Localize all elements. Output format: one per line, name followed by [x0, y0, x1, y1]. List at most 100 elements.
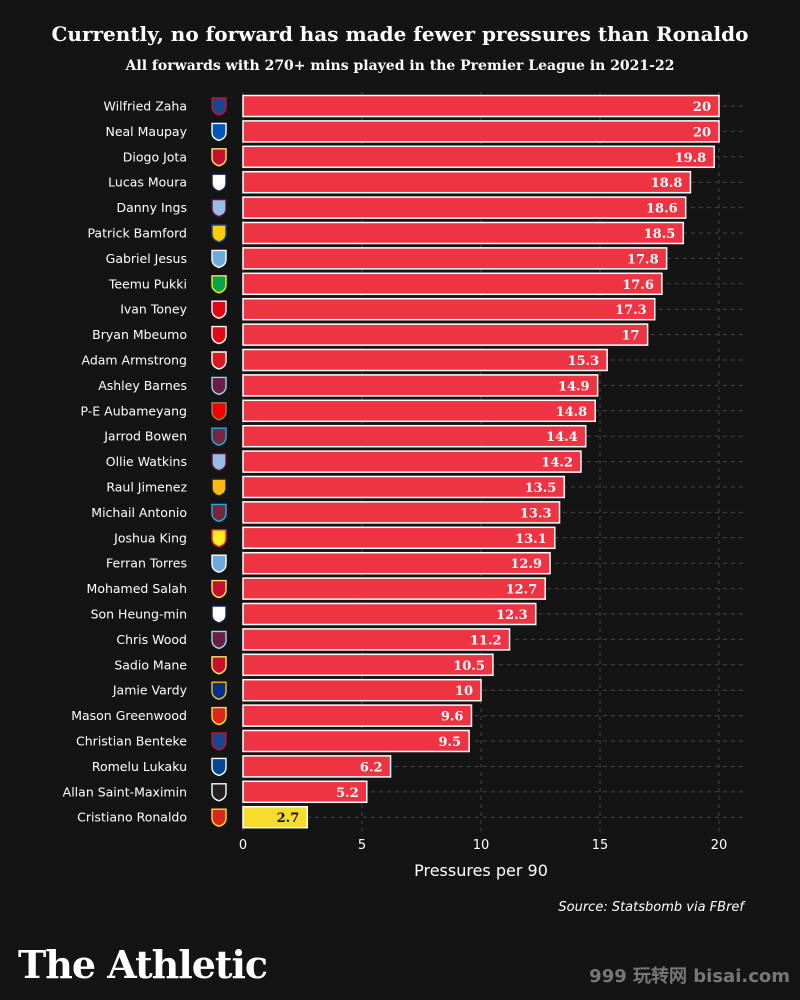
data-label: 9.6	[441, 710, 464, 725]
data-label: 20	[693, 100, 711, 115]
chelsea-crest-icon	[211, 757, 227, 777]
category-label: Lucas Moura	[108, 175, 187, 190]
bar	[242, 247, 668, 270]
bar	[242, 450, 582, 473]
category-label: Jarrod Bowen	[103, 429, 187, 444]
liverpool-crest-icon	[211, 579, 227, 599]
crystal-palace-crest-icon	[211, 732, 227, 751]
category-label: Jamie Vardy	[112, 683, 188, 698]
tottenham-crest-icon	[211, 173, 227, 192]
category-label: Wilfried Zaha	[104, 99, 187, 114]
bar	[242, 551, 551, 575]
data-label: 10.5	[453, 659, 485, 674]
data-label: 17.3	[615, 303, 647, 318]
category-label: Son Heung-min	[91, 607, 187, 622]
data-label: 18.5	[644, 227, 676, 242]
category-label: Chris Wood	[116, 632, 187, 647]
liverpool-crest-icon	[211, 148, 227, 167]
chart-subtitle: All forwards with 270+ mins played in th…	[125, 58, 675, 74]
brand-logo: The Athletic	[18, 942, 268, 987]
arsenal-crest-icon	[211, 402, 227, 421]
leeds-crest-icon	[211, 224, 227, 243]
bar	[242, 704, 473, 727]
leicester-crest-icon	[211, 681, 227, 700]
bar	[242, 755, 392, 778]
data-label: 9.5	[438, 735, 461, 750]
bar	[242, 348, 608, 372]
crystal-palace-crest-icon	[211, 97, 227, 116]
data-label: 12.3	[496, 608, 528, 623]
data-label: 2.7	[277, 811, 300, 826]
x-tick-label: 10	[473, 838, 490, 853]
source-note: Source: Statsbomb via FBref	[558, 900, 744, 915]
data-label: 13.3	[520, 506, 552, 521]
data-label: 12.7	[506, 583, 538, 598]
category-label: Mohamed Salah	[87, 581, 187, 596]
brighton-crest-icon	[211, 122, 227, 142]
norwich-crest-icon	[211, 275, 227, 294]
bar	[242, 399, 596, 423]
x-tick-label: 20	[711, 838, 728, 853]
category-label: Diogo Jota	[123, 149, 187, 164]
category-label: Teemu Pukki	[108, 276, 187, 291]
bar	[242, 475, 566, 499]
data-label: 14.9	[558, 379, 590, 394]
bar	[242, 272, 663, 296]
tottenham-crest-icon	[211, 605, 227, 624]
bar	[242, 678, 482, 702]
category-label: Ashley Barnes	[98, 378, 187, 393]
west-ham-crest-icon	[211, 427, 227, 446]
aston-villa-crest-icon	[211, 198, 227, 218]
bar	[242, 653, 494, 677]
burnley-crest-icon	[211, 376, 227, 396]
bar	[242, 526, 556, 550]
man-city-crest-icon	[211, 249, 227, 269]
burnley-crest-icon	[211, 630, 227, 650]
bar	[242, 94, 720, 118]
bar	[242, 374, 599, 397]
man-united-crest-icon	[211, 808, 227, 827]
data-label: 11.2	[470, 633, 502, 648]
bar	[242, 297, 656, 321]
chart-title: Currently, no forward has made fewer pre…	[51, 22, 749, 46]
data-label: 13.1	[515, 532, 547, 547]
category-label: Ferran Torres	[106, 556, 187, 571]
bar	[242, 628, 511, 651]
bar	[242, 120, 720, 143]
data-label: 13.5	[525, 481, 557, 496]
x-axis-label: Pressures per 90	[414, 861, 548, 880]
bar	[242, 323, 649, 346]
man-united-crest-icon	[211, 706, 227, 726]
category-label: Cristiano Ronaldo	[77, 810, 187, 825]
category-label: Raul Jimenez	[106, 480, 187, 495]
man-city-crest-icon	[211, 554, 227, 573]
category-label: Bryan Mbeumo	[92, 327, 187, 342]
data-label: 15.3	[567, 354, 599, 369]
category-label: Danny Ings	[116, 200, 187, 215]
data-label: 14.4	[546, 430, 578, 445]
category-label: Gabriel Jesus	[106, 251, 187, 266]
x-tick-label: 5	[358, 838, 366, 853]
bar	[242, 424, 587, 448]
category-label: Ollie Watkins	[106, 454, 187, 469]
data-label: 17.6	[622, 278, 654, 293]
bar	[242, 501, 561, 524]
west-ham-crest-icon	[211, 503, 227, 523]
data-label: 20	[693, 125, 711, 140]
category-label: Joshua King	[113, 530, 187, 545]
category-label: Mason Greenwood	[71, 708, 187, 723]
data-label: 19.8	[675, 151, 707, 166]
category-label: Romelu Lukaku	[92, 759, 187, 774]
bar	[242, 170, 692, 194]
data-label: 17	[622, 329, 640, 344]
data-label: 14.8	[556, 405, 588, 420]
brentford-crest-icon	[211, 300, 227, 319]
newcastle-crest-icon	[211, 783, 227, 802]
wolves-crest-icon	[211, 478, 227, 497]
brentford-crest-icon	[211, 325, 227, 345]
watford-crest-icon	[211, 529, 227, 548]
category-label: P-E Aubameyang	[81, 403, 188, 418]
data-label: 14.2	[541, 456, 573, 471]
bar	[242, 577, 547, 600]
bar	[242, 729, 470, 753]
